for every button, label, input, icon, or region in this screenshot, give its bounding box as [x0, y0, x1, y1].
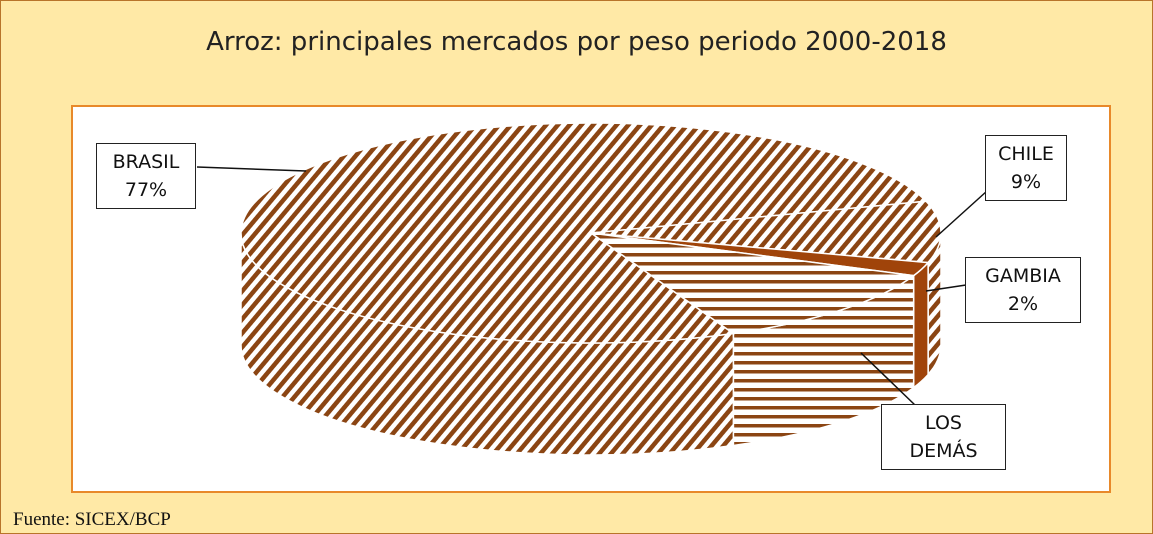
- source-note: Fuente: SICEX/BCP: [13, 509, 171, 530]
- slice: [590, 232, 916, 335]
- label-value: 2%: [1007, 293, 1039, 315]
- slice-side: [912, 260, 929, 390]
- chart-title: Arroz: principales mercados por peso per…: [206, 27, 947, 57]
- slice: [240, 122, 928, 344]
- label-name: LOS DEMÁS: [909, 412, 978, 462]
- label-value: 9%: [1010, 171, 1042, 193]
- leader-line: [860, 352, 917, 407]
- leader-line: [196, 166, 307, 172]
- data-label: LOS DEMÁS: [881, 404, 1006, 470]
- label-name: BRASIL: [112, 151, 180, 173]
- data-label: BRASIL 77%: [96, 143, 196, 209]
- label-name: CHILE: [998, 143, 1054, 165]
- leader-line: [925, 284, 967, 292]
- label-value: 77%: [124, 179, 168, 201]
- label-name: GAMBIA: [985, 265, 1061, 287]
- data-label: CHILE 9%: [985, 135, 1067, 201]
- leader-line: [935, 190, 988, 238]
- data-label: GAMBIA 2%: [965, 257, 1081, 323]
